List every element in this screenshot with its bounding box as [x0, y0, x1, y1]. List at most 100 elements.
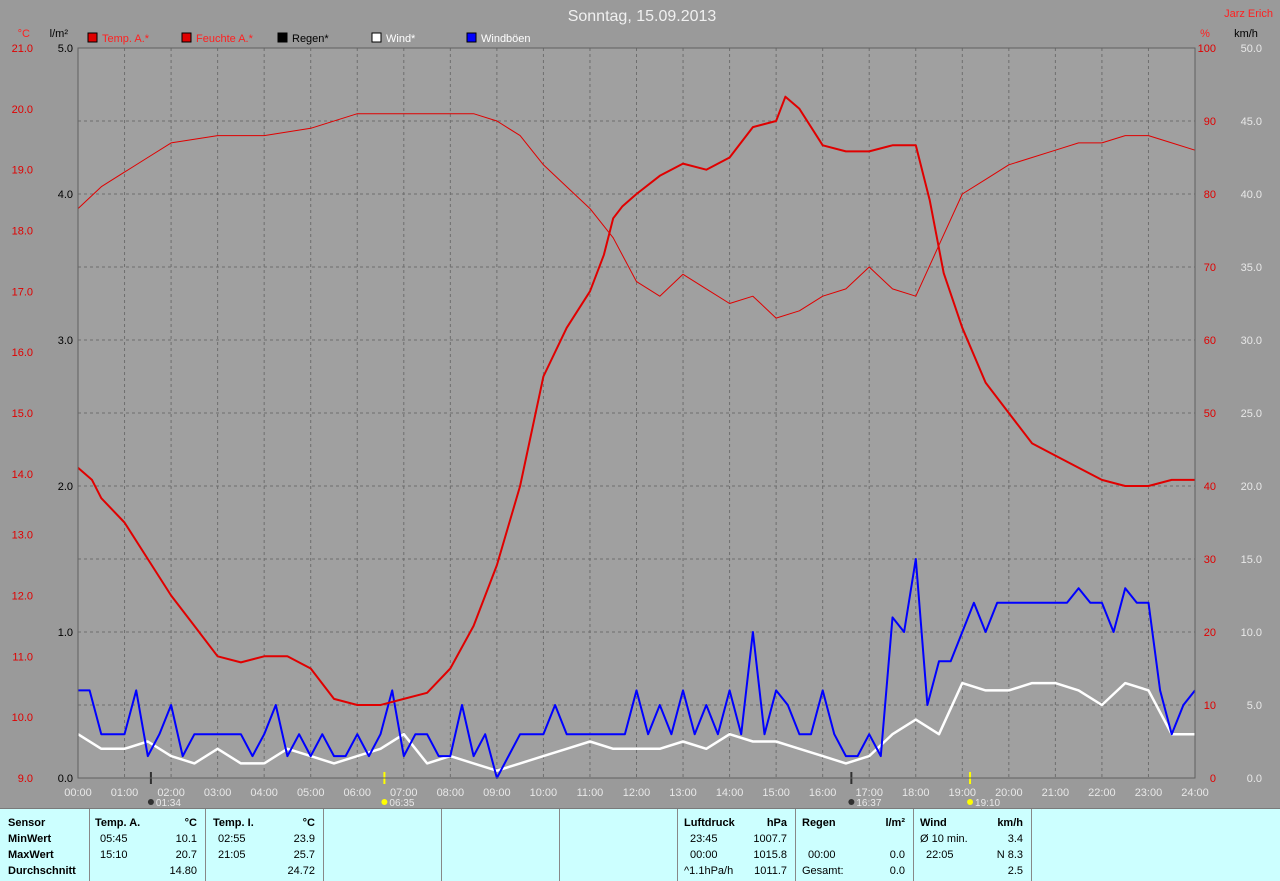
moonrise-marker-label: 01:34 — [156, 798, 181, 808]
regen-total-label: Gesamt: — [802, 865, 844, 877]
temp-tick-label: 15.0 — [12, 408, 33, 420]
temp-tick-label: 13.0 — [12, 530, 33, 542]
regen-max-value: 0.0 — [889, 849, 905, 861]
rain-tick-label: 3.0 — [58, 335, 73, 347]
legend-swatch-4 — [466, 32, 477, 43]
temp-tick-label: 10.0 — [12, 712, 33, 724]
temp-a-unit: °C — [184, 817, 197, 829]
humidity-tick-label: 40 — [1204, 481, 1216, 493]
series-layer — [77, 95, 1196, 779]
temp-tick-label: 12.0 — [12, 591, 33, 603]
temp-tick-label: 21.0 — [12, 43, 33, 55]
time-tick-label: 04:00 — [250, 787, 278, 799]
regen-unit: l/m² — [885, 817, 905, 829]
luftdruck-unit: hPa — [766, 817, 787, 829]
sunrise-marker-icon — [381, 799, 388, 805]
col-temp-i: Temp. I. °C 02:55 23.9 21:05 25.7 24.72 — [206, 809, 324, 881]
humidity-tick-label: 50 — [1204, 408, 1216, 420]
row-label-min: MinWert — [8, 833, 52, 845]
legend-swatch-1 — [181, 32, 192, 43]
wind-avg10-value: 3.4 — [1007, 833, 1023, 845]
rain-tick-label: 4.0 — [58, 189, 73, 201]
humidity-tick-label: 80 — [1204, 189, 1216, 201]
temp-a-max-time: 15:10 — [100, 849, 128, 861]
luftdruck-min-time: 23:45 — [690, 833, 718, 845]
col-sensor: Sensor MinWert MaxWert Durchschnitt — [0, 809, 90, 881]
series-0-line — [77, 95, 1195, 706]
temp-tick-label: 11.0 — [12, 651, 33, 663]
temp-tick-label: 18.0 — [12, 226, 33, 238]
legend: Temp. A.* Feuchte A.* Regen* Wind* Windböen — [87, 32, 531, 45]
plot-border — [77, 47, 1196, 779]
temp-tick-label: 14.0 — [12, 469, 33, 481]
wind-tick-label: 45.0 — [1241, 116, 1262, 128]
col-empty-3 — [560, 809, 678, 881]
luftdruck-trend: ^1.1hPa/h — [684, 865, 734, 877]
rain-tick-label: 0.0 — [58, 773, 73, 785]
moonrise-marker-icon — [147, 799, 154, 805]
wind-tick-label: 15.0 — [1241, 554, 1262, 566]
legend-swatch-2 — [277, 32, 288, 43]
time-tick-label: 01:00 — [111, 787, 139, 799]
moonset-marker-icon — [848, 799, 855, 805]
legend-label-4: Windböen — [481, 33, 531, 45]
regen-total-value: 0.0 — [889, 865, 905, 877]
wind-avg-value: 2.5 — [1007, 865, 1023, 877]
series-2-line — [77, 681, 1195, 772]
temp-a-max-value: 20.7 — [175, 849, 197, 861]
wind-tick-label: 40.0 — [1241, 189, 1262, 201]
series-1-line — [77, 113, 1196, 319]
time-tick-label: 07:00 — [390, 787, 418, 799]
temp-i-max-value: 25.7 — [293, 849, 315, 861]
humidity-tick-label: 0 — [1210, 773, 1216, 785]
row-label-avg: Durchschnitt — [8, 865, 76, 877]
stats-table: Sensor MinWert MaxWert Durchschnitt Temp… — [0, 808, 1280, 881]
temp-i-avg-value: 24.72 — [287, 865, 315, 877]
temp-i-min-value: 23.9 — [293, 833, 315, 845]
time-tick-label: 11:00 — [577, 787, 604, 799]
time-tick-label: 15:00 — [762, 787, 790, 799]
temp-tick-label: 16.0 — [12, 347, 33, 359]
time-tick-label: 06:00 — [343, 787, 371, 799]
time-tick-label: 23:00 — [1135, 787, 1163, 799]
legend-label-0: Temp. A.* — [102, 33, 150, 45]
weather-chart: Sonntag, 15.09.2013 Jarz Erich °C l/m² %… — [11, 8, 1273, 808]
wind-unit: km/h — [997, 817, 1023, 829]
temp-i-unit: °C — [302, 817, 315, 829]
wind-tick-label: 35.0 — [1241, 262, 1262, 274]
luftdruck-max-time: 00:00 — [690, 849, 718, 861]
row-label-max: MaxWert — [8, 849, 54, 861]
humidity-tick-label: 20 — [1204, 627, 1216, 639]
author-label: Jarz Erich — [1224, 8, 1273, 20]
humidity-tick-label: 60 — [1204, 335, 1216, 347]
temp-tick-label: 19.0 — [12, 165, 33, 177]
temp-i-header: Temp. I. — [213, 817, 254, 829]
time-tick-label: 20:00 — [995, 787, 1023, 799]
wind-tick-label: 30.0 — [1241, 335, 1262, 347]
humidity-tick-label: 10 — [1204, 700, 1216, 712]
wind-tick-label: 20.0 — [1241, 481, 1262, 493]
time-tick-label: 22:00 — [1088, 787, 1116, 799]
humidity-unit-label: % — [1200, 28, 1210, 40]
sunset-marker-label: 19:10 — [975, 798, 1000, 808]
wind-max-time: 22:05 — [926, 849, 954, 861]
time-tick-label: 02:00 — [157, 787, 185, 799]
legend-swatch-3 — [371, 32, 382, 43]
legend-label-3: Wind* — [386, 33, 416, 45]
luftdruck-max-value: 1015.8 — [753, 849, 787, 861]
time-tick-label: 08:00 — [437, 787, 465, 799]
sunset-marker-icon — [967, 799, 974, 805]
humidity-tick-label: 100 — [1198, 43, 1216, 55]
regen-header: Regen — [802, 817, 836, 829]
col-empty-1 — [324, 809, 442, 881]
rain-tick-label: 1.0 — [58, 627, 73, 639]
time-tick-label: 21:00 — [1042, 787, 1070, 799]
temp-i-min-time: 02:55 — [218, 833, 246, 845]
temp-a-avg-value: 14.80 — [169, 865, 197, 877]
temp-a-header: Temp. A. — [95, 817, 141, 829]
rain-tick-label: 5.0 — [58, 43, 73, 55]
temp-unit-label: °C — [18, 28, 30, 40]
humidity-tick-label: 70 — [1204, 262, 1216, 274]
temp-tick-label: 9.0 — [18, 773, 33, 785]
col-temp-a: Temp. A. °C 05:45 10.1 15:10 20.7 14.80 — [90, 809, 206, 881]
